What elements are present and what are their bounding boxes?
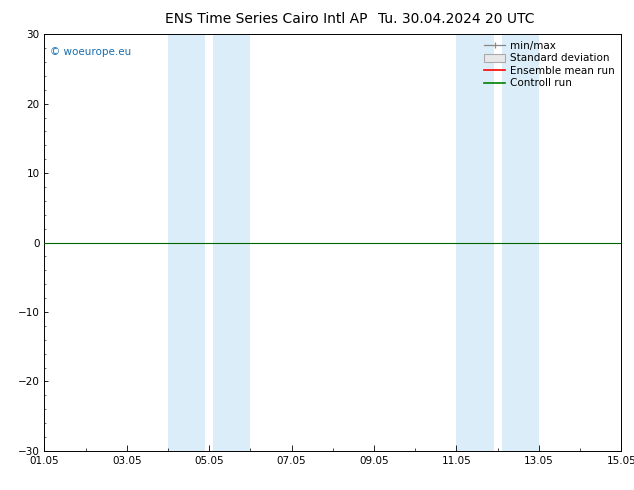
Bar xyxy=(213,34,250,451)
Bar xyxy=(456,34,493,451)
Text: ENS Time Series Cairo Intl AP: ENS Time Series Cairo Intl AP xyxy=(165,12,368,26)
Text: © woeurope.eu: © woeurope.eu xyxy=(50,47,131,57)
Bar xyxy=(501,34,539,451)
Text: Tu. 30.04.2024 20 UTC: Tu. 30.04.2024 20 UTC xyxy=(378,12,534,26)
Bar xyxy=(168,34,205,451)
Legend: min/max, Standard deviation, Ensemble mean run, Controll run: min/max, Standard deviation, Ensemble me… xyxy=(480,36,619,93)
